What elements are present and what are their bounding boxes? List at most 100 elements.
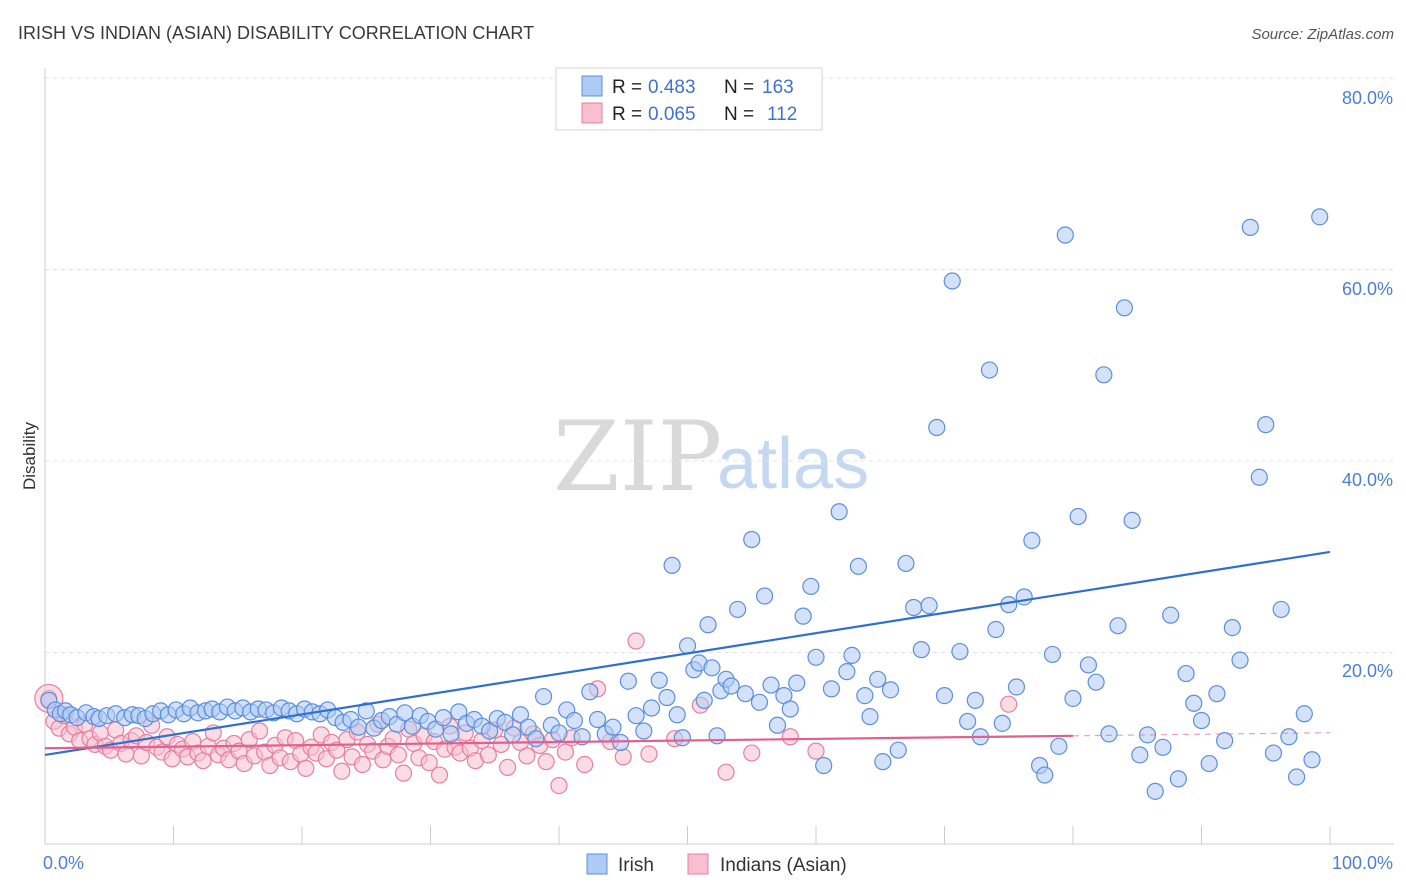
irish-point-125: [928, 418, 946, 437]
irish-point-128: [951, 642, 969, 661]
irish-point-98: [743, 530, 761, 549]
y-tick-label-20: 20.0%: [1342, 661, 1393, 681]
indian-point-50: [297, 759, 315, 777]
indian-point-103: [627, 632, 645, 650]
legend-indian-r-label: R =: [612, 104, 642, 125]
irish-point-62: [504, 726, 522, 744]
indian-point-56: [328, 741, 346, 759]
irish-point-155: [1146, 782, 1164, 800]
irish-point-61: [496, 713, 514, 731]
irish-point-73: [588, 710, 607, 729]
indian-point-85: [479, 746, 497, 764]
irish-point-84: [668, 706, 686, 724]
indian-point-109: [781, 728, 799, 746]
chart-title: IRISH VS INDIAN (ASIAN) DISABILITY CORRE…: [18, 23, 534, 43]
indian-point-99: [576, 755, 594, 774]
irish-point-150: [1109, 617, 1127, 635]
indian-point-107: [717, 763, 735, 781]
x-tick-label-left: 0.0%: [43, 853, 84, 873]
irish-point-70: [565, 711, 584, 730]
indian-point-74: [420, 754, 438, 772]
irish-point-153: [1131, 746, 1149, 764]
x-tick-marks: [173, 826, 1331, 844]
irish-point-80: [642, 699, 661, 717]
irish-point-157: [1162, 606, 1180, 624]
legend-irish-r-value: 0.483: [648, 77, 696, 98]
indian-point-87: [492, 735, 510, 754]
legend-indian-r-value: 0.065: [648, 104, 696, 125]
irish-point-168: [1250, 468, 1268, 486]
indian-point-88: [499, 758, 517, 777]
irish-point-147: [1087, 673, 1105, 691]
watermark: ZIP atlas: [553, 401, 869, 513]
irish-point-53: [434, 709, 452, 727]
irish-point-81: [650, 671, 668, 689]
indian-point-96: [550, 776, 568, 795]
y-tick-label-80: 80.0%: [1342, 88, 1393, 108]
legend-irish-n-value: 163: [762, 77, 794, 98]
irish-point-92: [708, 727, 726, 745]
irish-point-101: [762, 676, 780, 694]
legend-indian-n-label: N =: [724, 104, 754, 125]
irish-point-136: [1007, 678, 1026, 696]
indian-point-104: [640, 745, 658, 763]
trend-line-indian: [44, 734, 1074, 750]
irish-point-138: [1023, 531, 1041, 550]
irish-point-173: [1287, 768, 1306, 786]
irish-point-107: [802, 577, 820, 596]
irish-point-151: [1115, 299, 1134, 317]
indian-point-61: [353, 755, 371, 774]
irish-point-134: [993, 714, 1011, 732]
legend-swatch-irish: [581, 75, 603, 97]
bottom-legend-indian: Indians (Asian): [720, 855, 847, 876]
irish-point-90: [699, 616, 717, 634]
y-tick-labels: 20.0% 40.0% 60.0% 80.0%: [1342, 88, 1393, 681]
irish-point-124: [920, 596, 938, 615]
irish-point-76: [612, 733, 630, 752]
irish-point-117: [869, 670, 887, 688]
irish-point-77: [619, 672, 637, 690]
irish-point-97: [736, 685, 754, 703]
irish-point-148: [1095, 366, 1113, 384]
irish-point-96: [729, 600, 747, 619]
series-legend: Irish Indians (Asian): [586, 853, 847, 876]
indian-point-97: [556, 743, 575, 761]
irish-point-175: [1303, 751, 1321, 769]
irish-point-129: [959, 712, 977, 731]
irish-point-166: [1231, 651, 1249, 669]
irish-point-162: [1200, 754, 1218, 773]
irish-point-165: [1223, 619, 1241, 637]
legend-irish-n-label: N =: [724, 77, 754, 98]
irish-point-123: [912, 641, 930, 659]
irish-point-106: [794, 607, 812, 625]
irish-point-121: [897, 554, 915, 573]
indian-point-30: [194, 752, 212, 770]
irish-point-72: [581, 683, 599, 701]
irish-point-158: [1169, 770, 1187, 788]
irish-point-167: [1241, 218, 1259, 236]
trend-line-irish: [44, 550, 1331, 757]
irish-point-163: [1208, 685, 1226, 703]
irish-point-110: [822, 680, 841, 698]
irish-point-65: [527, 730, 545, 748]
indian-point-102: [614, 748, 632, 766]
irish-point-114: [849, 557, 868, 575]
irish-point-109: [815, 756, 833, 775]
irish-point-112: [838, 663, 856, 681]
trend-line-indian-extension: [1072, 732, 1331, 737]
irish-point-79: [635, 722, 653, 740]
irish-point-99: [750, 693, 769, 711]
irish-point-132: [980, 361, 999, 379]
irish-point-119: [881, 681, 900, 699]
correlation-legend: R = 0.483 N = 163 R = 0.065 N = 112: [555, 67, 823, 131]
legend-swatch-indian: [581, 102, 603, 124]
indian-point-111: [1000, 695, 1018, 713]
grid-lines: [45, 77, 1394, 653]
irish-point-95: [722, 677, 740, 695]
series-irish: [40, 208, 1329, 800]
bottom-legend-swatch-irish: [586, 853, 608, 875]
irish-point-122: [905, 598, 923, 617]
indian-point-108: [743, 744, 761, 762]
irish-point-164: [1216, 731, 1234, 750]
irish-point-82: [658, 688, 676, 707]
